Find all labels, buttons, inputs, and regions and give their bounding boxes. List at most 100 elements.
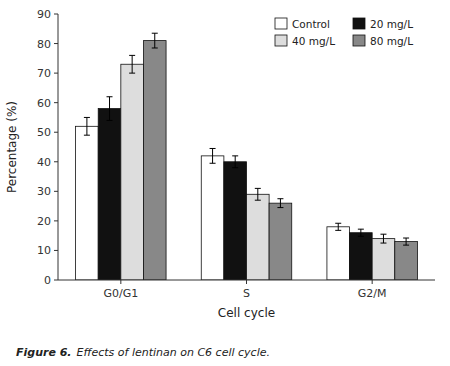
error-cap (107, 96, 113, 97)
error-cap (152, 33, 158, 34)
y-tick (54, 280, 58, 281)
error-cap (277, 207, 283, 208)
error-cap (129, 73, 135, 74)
y-tick-label: 30 (37, 185, 51, 198)
error-line (154, 33, 155, 48)
error-cap (358, 236, 364, 237)
y-tick-label: 70 (37, 67, 51, 80)
error-line (360, 229, 361, 236)
error-bar (358, 229, 364, 236)
bar (201, 156, 224, 280)
legend-swatch (275, 18, 287, 29)
y-tick-label: 60 (37, 97, 51, 110)
legend-swatch (353, 35, 365, 46)
error-cap (129, 55, 135, 56)
legend-swatch (353, 18, 365, 29)
error-cap (152, 47, 158, 48)
error-cap (358, 229, 364, 230)
y-tick (54, 43, 58, 44)
error-bar (210, 148, 216, 163)
caption-part: Effects of lentinan on C6 cell cycle. (77, 346, 270, 359)
error-line (280, 199, 281, 208)
error-cap (255, 188, 261, 189)
x-tick-label: G2/M (358, 287, 387, 300)
y-axis-line (58, 14, 59, 280)
chart: 0 10 20 30 40 50 60 70 80 90 G0/G1 S G2/M Cell cycle P… (0, 0, 450, 366)
y-tick-label: 40 (37, 156, 51, 169)
x-tick (246, 280, 247, 284)
legend: Control 20 mg/L 40 mg/L 80 mg/L (275, 18, 413, 47)
bar (121, 64, 144, 280)
error-cap (84, 135, 90, 136)
legend-label: Control (292, 18, 330, 30)
legend-label: 20 mg/L (370, 18, 413, 30)
error-line (383, 234, 384, 243)
y-tick (54, 191, 58, 192)
bar (76, 126, 99, 280)
y-tick (54, 73, 58, 74)
bar (269, 203, 292, 280)
error-bar (255, 188, 261, 200)
error-bar (335, 223, 341, 230)
y-tick (54, 14, 58, 15)
error-line (132, 55, 133, 73)
error-bar (277, 199, 283, 208)
error-cap (107, 120, 113, 121)
y-tick-label: 90 (37, 8, 51, 21)
y-tick-label: 80 (37, 38, 51, 51)
bar (143, 41, 166, 280)
error-cap (380, 234, 386, 235)
error-line (406, 238, 407, 245)
error-bar (129, 55, 135, 73)
y-tick-label: 10 (37, 244, 51, 257)
error-bar (107, 97, 113, 121)
error-cap (84, 117, 90, 118)
caption: Figure 6. Effects of lentinan on C6 cell … (16, 346, 270, 359)
error-line (109, 97, 110, 121)
error-cap (403, 238, 409, 239)
error-bar (232, 156, 238, 168)
error-line (86, 117, 87, 135)
error-cap (335, 223, 341, 224)
error-cap (255, 200, 261, 201)
y-tick (54, 250, 58, 251)
x-tick-label: S (243, 287, 250, 300)
error-bar (84, 117, 90, 135)
y-tick-label: 0 (44, 274, 51, 287)
x-tick (120, 280, 121, 284)
error-line (257, 188, 258, 200)
error-cap (210, 148, 216, 149)
y-tick (54, 132, 58, 133)
error-line (212, 148, 213, 163)
legend-label: 80 mg/L (370, 35, 413, 47)
legend-label: 40 mg/L (292, 35, 335, 47)
error-bar (152, 33, 158, 48)
y-tick (54, 220, 58, 221)
y-tick-label: 50 (37, 126, 51, 139)
error-cap (380, 243, 386, 244)
error-cap (277, 198, 283, 199)
bar (327, 227, 350, 280)
bar (224, 162, 247, 280)
bar (247, 194, 270, 280)
error-cap (335, 230, 341, 231)
x-axis-label: Cell cycle (218, 306, 275, 320)
y-tick (54, 102, 58, 103)
y-tick-label: 20 (37, 215, 51, 228)
error-bar (380, 234, 386, 243)
x-tick (372, 280, 373, 284)
error-cap (232, 167, 238, 168)
x-tick-label: G0/G1 (103, 287, 138, 300)
y-axis-label: Percentage (%) (5, 101, 19, 193)
caption-part: Figure 6. (16, 346, 72, 359)
error-cap (403, 245, 409, 246)
error-line (338, 223, 339, 230)
bars (76, 33, 418, 280)
bar (350, 233, 373, 280)
legend-swatch (275, 35, 287, 46)
y-tick (54, 161, 58, 162)
error-bar (403, 238, 409, 245)
bar (372, 239, 395, 280)
error-cap (232, 155, 238, 156)
bar (395, 242, 418, 280)
